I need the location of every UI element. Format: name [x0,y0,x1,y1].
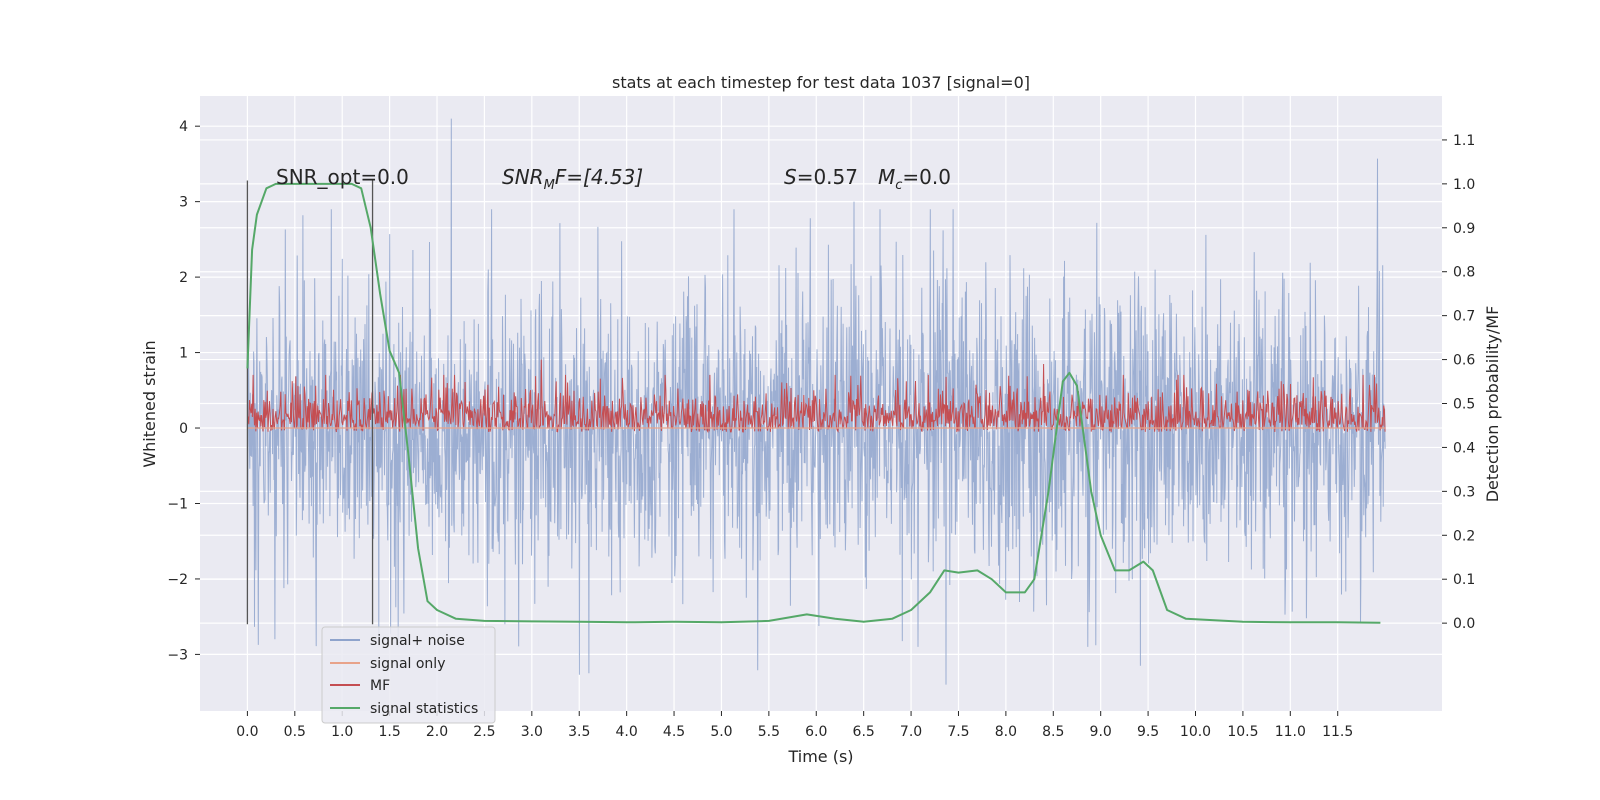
y-right-tick-label: 0.3 [1453,484,1475,500]
y-right-tick-label: 1.1 [1453,133,1475,149]
y-right-tick-label: 0.2 [1453,528,1475,544]
y-left-tick-label: −1 [167,496,188,512]
y-axis-right-label: Detection probability/MF [1483,306,1502,503]
x-tick-label: 6.5 [853,724,875,740]
x-tick-label: 5.5 [758,724,780,740]
x-tick-label: 1.5 [378,724,400,740]
series-signal-noise [246,118,1386,685]
mf-line [246,359,1386,434]
x-tick-label: 3.5 [568,724,590,740]
x-tick-label: 4.0 [616,724,638,740]
legend: signal+ noise signal only MF signal stat… [321,626,496,724]
y-right-tick-label: 0.9 [1453,221,1475,237]
legend-label-signal-only: signal only [370,656,445,672]
annotation-mc-label: M [878,165,895,189]
x-tick-label: 2.5 [473,724,495,740]
x-tick-label: 7.0 [900,724,922,740]
x-axis-ticks: 0.0 0.5 1.0 1.5 2.0 2.5 3.0 3.5 4.0 4.5 5.0 5.5 6.0 6… [236,711,1353,740]
x-tick-label: 10.0 [1180,724,1211,740]
legend-entry-mf: MF [330,678,390,694]
chart-title: stats at each timestep for test data 103… [612,73,1030,92]
x-tick-label: 0.5 [284,724,306,740]
annotation-s: S=0.57 [784,165,858,189]
legend-label-signal-noise: signal+ noise [370,633,465,649]
y-right-tick-label: 0.4 [1453,440,1475,456]
y-right-tick-label: 0.8 [1453,265,1475,281]
x-tick-label: 9.5 [1137,724,1159,740]
signal-statistics-line [246,182,1381,624]
legend-label-signal-statistics: signal statistics [370,701,478,717]
x-tick-label: 4.5 [663,724,685,740]
annotation-snr-mf-sub: M [544,178,555,193]
y-left-tick-label: 3 [179,195,188,211]
x-tick-label: 2.0 [426,724,448,740]
y-left-tick-label: 4 [179,119,188,135]
y-axis-left-label: Whitened strain [140,340,159,467]
y-right-tick-label: 0.5 [1453,397,1475,413]
x-tick-label: 7.5 [947,724,969,740]
annotation-mc-sub: c [895,178,902,193]
x-tick-label: 8.0 [995,724,1017,740]
y-right-tick-label: 0.6 [1453,353,1475,369]
annotation-s-label: S [784,165,797,189]
x-tick-label: 0.0 [236,724,258,740]
legend-label-mf: MF [370,678,390,694]
y-left-tick-label: 0 [179,421,188,437]
y-right-tick-label: 0.7 [1453,309,1475,325]
legend-box [321,626,496,724]
x-tick-label: 3.0 [521,724,543,740]
x-tick-label: 8.5 [1042,724,1064,740]
x-tick-label: 10.5 [1227,724,1258,740]
series-signal-statistics [246,182,1381,624]
vlines [246,180,374,625]
y-left-tick-label: 2 [179,270,188,286]
annotation-snr-mf: SNRMF=[4.53] [502,165,643,193]
signal-noise-line [246,118,1386,685]
x-tick-label: 11.0 [1275,724,1306,740]
y-left-tick-label: −2 [167,572,188,588]
series-mf [246,359,1386,434]
legend-entry-signal-statistics: signal statistics [330,701,478,717]
x-tick-label: 11.5 [1322,724,1353,740]
annotation-s-value: =0.57 [797,165,858,189]
y-left-tick-label: 1 [179,346,188,362]
y-axis-right-ticks: 0.0 0.1 0.2 0.3 0.4 0.5 0.6 0.7 0.8 0.9 1.0 1.1 [1442,133,1475,632]
y-right-tick-label: 1.0 [1453,177,1475,193]
annotation-snr-mf-main: SNR [502,165,544,189]
y-right-tick-label: 0.0 [1453,616,1475,632]
x-tick-label: 1.0 [331,724,353,740]
annotation-snr-mf-rest: F=[4.53] [555,165,643,189]
y-right-tick-label: 0.1 [1453,572,1475,588]
annotation-mc-value: =0.0 [902,165,951,189]
legend-entry-signal-only: signal only [330,656,445,672]
legend-entry-signal-noise: signal+ noise [330,633,465,649]
y-left-tick-label: −3 [167,647,188,663]
annotation-snr-opt: SNR_opt=0.0 [276,165,409,189]
x-tick-label: 5.0 [710,724,732,740]
x-tick-label: 9.0 [1090,724,1112,740]
y-axis-left-ticks: −3 −2 −1 0 1 2 3 4 [167,119,200,663]
annotation-mc: Mc=0.0 [878,165,951,193]
x-axis-label: Time (s) [787,747,853,766]
x-tick-label: 6.0 [805,724,827,740]
